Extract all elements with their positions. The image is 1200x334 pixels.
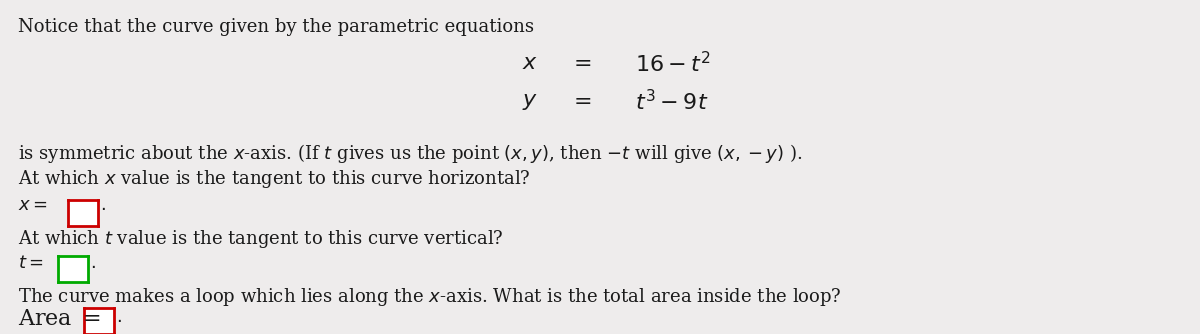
Text: $=$: $=$ bbox=[569, 52, 592, 72]
Text: .: . bbox=[100, 196, 106, 214]
Text: $t = $: $t = $ bbox=[18, 254, 43, 272]
Text: At which $t$ value is the tangent to this curve vertical?: At which $t$ value is the tangent to thi… bbox=[18, 228, 504, 250]
Text: .: . bbox=[116, 308, 121, 326]
Text: The curve makes a loop which lies along the $x$-axis. What is the total area ins: The curve makes a loop which lies along … bbox=[18, 286, 841, 308]
Text: At which $x$ value is the tangent to this curve horizontal?: At which $x$ value is the tangent to thi… bbox=[18, 168, 530, 190]
Text: Area $=$: Area $=$ bbox=[18, 308, 101, 330]
Text: .: . bbox=[90, 254, 96, 272]
Text: $16 - t^2$: $16 - t^2$ bbox=[635, 52, 710, 77]
Text: $t^3 - 9t$: $t^3 - 9t$ bbox=[635, 90, 708, 115]
Text: $x$: $x$ bbox=[522, 52, 538, 74]
Text: $x = $: $x = $ bbox=[18, 196, 48, 214]
Text: $=$: $=$ bbox=[569, 90, 592, 110]
Text: $y$: $y$ bbox=[522, 90, 538, 112]
Text: is symmetric about the $x$-axis. (If $t$ gives us the point $(x, y)$, then $-t$ : is symmetric about the $x$-axis. (If $t$… bbox=[18, 142, 803, 165]
Text: Notice that the curve given by the parametric equations: Notice that the curve given by the param… bbox=[18, 18, 534, 36]
